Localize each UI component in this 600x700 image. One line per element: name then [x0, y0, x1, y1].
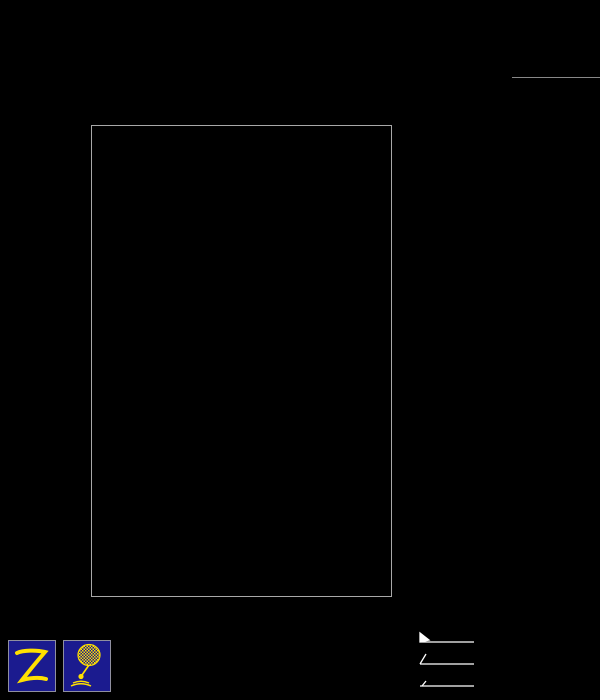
skewt-plot[interactable] [91, 125, 392, 597]
wind-legend-row-5 [418, 672, 593, 694]
wind-legend-row-50 [418, 628, 593, 650]
toolbar-icons [8, 640, 114, 692]
wind-legend-row-10 [418, 650, 593, 672]
wind-legend [418, 628, 593, 694]
zeus-logo-icon[interactable] [8, 640, 56, 692]
radiosonde-balloon-icon[interactable] [63, 640, 112, 692]
pennant-icon [419, 631, 474, 643]
page-title [8, 4, 596, 30]
wind-barbs-svg [404, 125, 514, 597]
wind-profile-plot[interactable] [404, 125, 514, 597]
header-divider [512, 77, 600, 78]
half-barb-icon [420, 680, 474, 687]
full-barb-icon [419, 653, 474, 665]
plot-border [91, 125, 392, 597]
